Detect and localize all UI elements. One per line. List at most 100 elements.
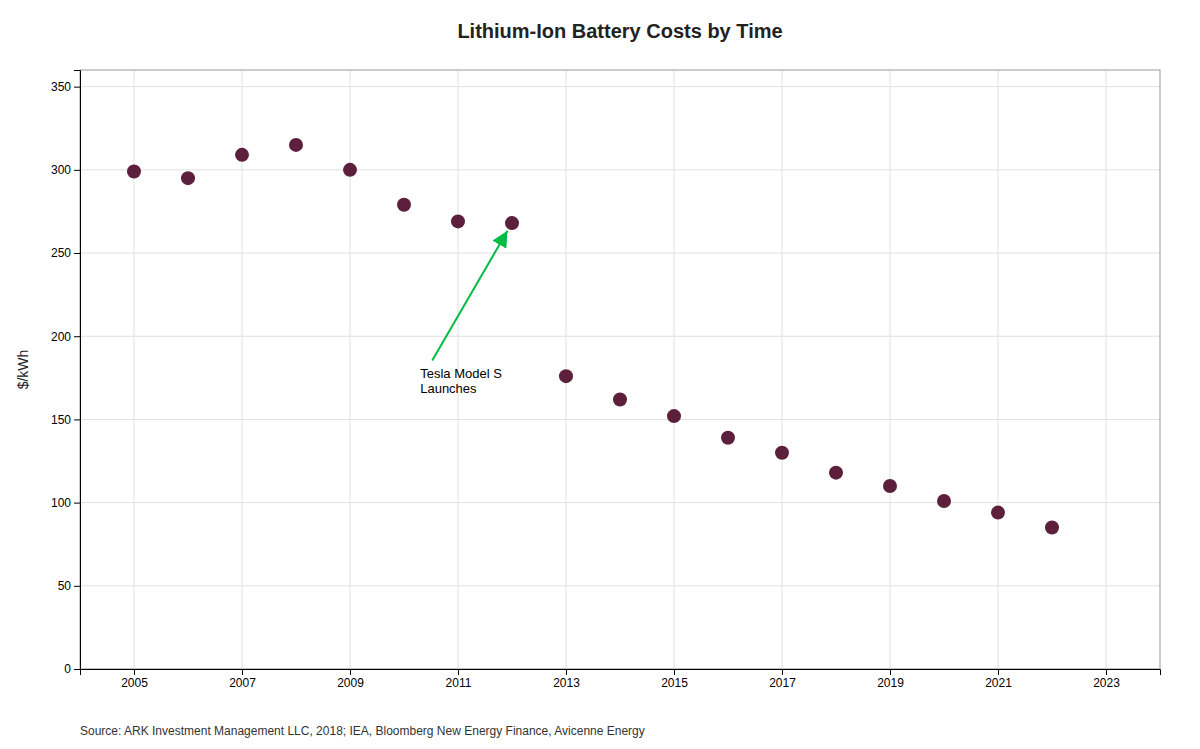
tick-mark (74, 586, 80, 587)
tick: 2015 (661, 669, 688, 690)
tick-label: 2019 (877, 676, 904, 690)
y-axis: 0 50 100 150 200 250 300 350 (51, 71, 81, 677)
point (775, 446, 789, 460)
point (667, 409, 681, 423)
axis-line (81, 670, 1161, 676)
tick: 2017 (769, 669, 796, 690)
tick: 150 (51, 413, 80, 427)
grid-line (80, 336, 1160, 337)
tick-label: 2005 (121, 676, 148, 690)
tick-label: 2021 (985, 676, 1012, 690)
x-axis: 2005 2007 2009 2011 2013 2015 2017 2019 2021 2023 (81, 669, 1161, 690)
tick-label: 350 (51, 80, 71, 94)
tick: 350 (51, 80, 80, 94)
axis-line (74, 71, 81, 670)
point (613, 392, 627, 406)
source-note: Source: ARK Investment Management LLC, 2… (80, 724, 645, 738)
tick-label: 100 (51, 496, 71, 510)
tick: 2013 (553, 669, 580, 690)
tick: 2011 (446, 669, 472, 690)
tick-mark (998, 669, 999, 675)
point (505, 216, 519, 230)
tick: 200 (51, 330, 80, 344)
tick-label: 2017 (769, 676, 796, 690)
point (451, 214, 465, 228)
annotation-line: Launches (420, 381, 477, 396)
grid-line (80, 253, 1160, 254)
point (397, 198, 411, 212)
title: Lithium-Ion Battery Costs by Time (457, 20, 782, 42)
grid-line (350, 70, 351, 669)
point (937, 494, 951, 508)
tick-mark (74, 170, 80, 171)
tick: 50 (58, 579, 80, 593)
point (1045, 521, 1059, 535)
grid-line (80, 502, 1160, 503)
grid-line (782, 70, 783, 669)
tick-mark (74, 503, 80, 504)
tick-mark (74, 419, 80, 420)
point (127, 164, 141, 178)
tick: 2007 (229, 669, 256, 690)
tick-mark (1106, 669, 1107, 675)
tick-label: 2011 (446, 676, 472, 690)
points (127, 138, 1059, 535)
plot: 2005 2007 2009 2011 2013 2015 2017 2019 2021 2023… (51, 70, 1161, 690)
point (181, 171, 195, 185)
annotation-arrow (432, 231, 507, 361)
grid (80, 70, 1160, 669)
tick-mark (74, 669, 80, 670)
point (235, 148, 249, 162)
tick-label: 200 (51, 330, 71, 344)
tick-mark (458, 669, 459, 675)
tick: 2023 (1093, 669, 1120, 690)
tick: 2005 (121, 669, 148, 690)
tick-label: 150 (51, 413, 71, 427)
y-axis-label: $/kWh (15, 350, 31, 390)
point (991, 506, 1005, 520)
grid-line (80, 86, 1160, 87)
point (721, 431, 735, 445)
tick: 250 (51, 246, 80, 260)
point (883, 479, 897, 493)
grid-line (674, 70, 675, 669)
grid-line (1106, 70, 1107, 669)
grid-line (80, 585, 1160, 586)
tick-mark (782, 669, 783, 675)
tick-mark (890, 669, 891, 675)
tick-mark (74, 253, 80, 254)
tick: 0 (64, 662, 80, 676)
tick-label: 2015 (661, 676, 688, 690)
point (289, 138, 303, 152)
grid-line (80, 169, 1160, 170)
tick-label: 0 (64, 662, 71, 676)
grid-line (998, 70, 999, 669)
tick-mark (134, 669, 135, 675)
tick: 300 (51, 163, 80, 177)
plot-frame (80, 70, 1160, 669)
annotations: Tesla Model SLaunches (420, 231, 507, 396)
tick-mark (74, 87, 80, 88)
tick-mark (674, 669, 675, 675)
tick-label: 250 (51, 246, 71, 260)
chart: 2005 2007 2009 2011 2013 2015 2017 2019 2021 2023… (0, 0, 1200, 749)
point (559, 369, 573, 383)
point (343, 163, 357, 177)
grid-line (890, 70, 891, 669)
tick-label: 2007 (229, 676, 256, 690)
annotation-line: Tesla Model S (420, 366, 502, 381)
grid-line (134, 70, 135, 669)
tick-label: 2023 (1093, 676, 1120, 690)
tick-mark (74, 336, 80, 337)
point (829, 466, 843, 480)
tick: 100 (51, 496, 80, 510)
tick: 2009 (337, 669, 364, 690)
tick-mark (242, 669, 243, 675)
tick: 2021 (985, 669, 1012, 690)
tick-label: 2013 (553, 676, 580, 690)
tick-label: 50 (58, 579, 72, 593)
annotation: Tesla Model SLaunches (420, 366, 502, 397)
tick-mark (350, 669, 351, 675)
tick-label: 300 (51, 163, 71, 177)
tick-mark (566, 669, 567, 675)
